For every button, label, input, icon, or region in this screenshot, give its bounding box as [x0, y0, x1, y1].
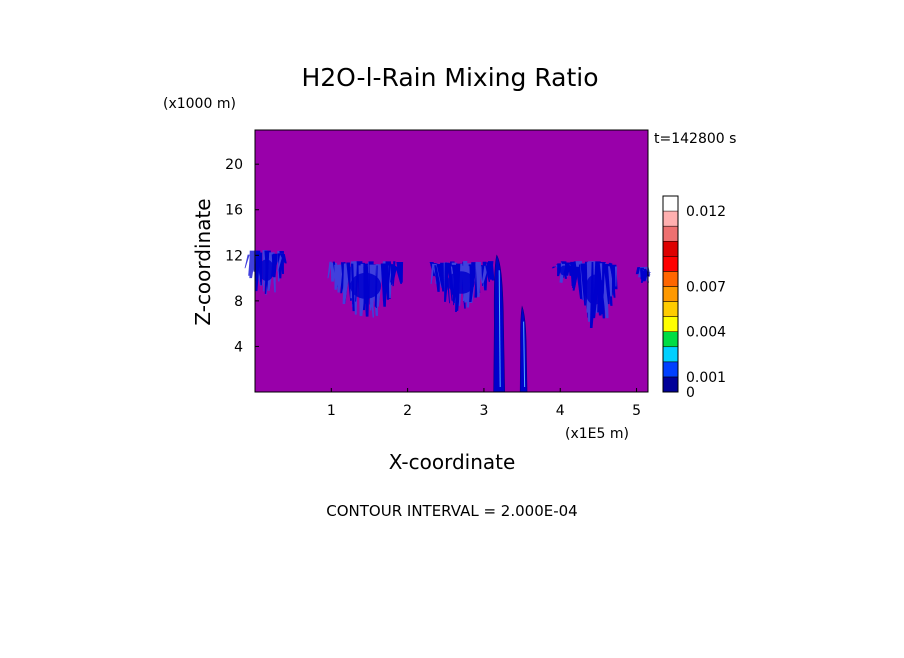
colorbar-swatch	[663, 256, 678, 271]
contour-interval-label: CONTOUR INTERVAL = 2.000E-04	[326, 502, 577, 520]
colorbar-label: 0.004	[686, 325, 726, 341]
cloud-band-6-core	[642, 270, 645, 278]
colorbar-swatch	[663, 347, 678, 362]
x-tick-labels: 1 2 3 4 5	[327, 388, 641, 419]
cloud-band-1-core	[259, 259, 274, 281]
plot-area	[245, 130, 652, 392]
colorbar-swatch	[663, 286, 678, 301]
y-tick-label: 8	[234, 294, 243, 310]
y-tick-label: 20	[225, 157, 243, 173]
cloud-band-5-core	[585, 275, 604, 305]
colorbar-label: 0.012	[686, 204, 726, 220]
y-tick-label: 12	[225, 248, 243, 264]
time-label: t=142800 s	[654, 131, 736, 147]
x-tick-label: 5	[632, 403, 641, 419]
x-tick-label: 2	[403, 403, 412, 419]
colorbar-swatch	[663, 377, 678, 392]
colorbar-swatch	[663, 302, 678, 317]
y-tick-label: 4	[234, 339, 243, 355]
cloud-band-4-core	[560, 266, 569, 276]
y-unit-label: (x1000 m)	[163, 96, 236, 112]
colorbar-label: 0.001	[686, 370, 726, 386]
colorbar-swatch	[663, 332, 678, 347]
colorbar-label: 0.007	[686, 279, 726, 295]
colorbar-labels: 00.001 0.004 0.007 0.012	[686, 204, 726, 401]
x-tick-label: 4	[556, 403, 565, 419]
colorbar	[663, 196, 678, 392]
colorbar-swatch	[663, 317, 678, 332]
field-streak	[245, 255, 250, 269]
y-tick-label: 16	[225, 203, 243, 219]
x-unit-label: (x1E5 m)	[565, 426, 629, 442]
x-axis-label: X-coordinate	[389, 450, 516, 474]
field-background	[255, 130, 648, 392]
x-tick-label: 1	[327, 403, 336, 419]
colorbar-swatch	[663, 241, 678, 256]
cloud-band-2-core	[350, 273, 381, 299]
colorbar-swatch	[663, 226, 678, 241]
colorbar-swatch	[663, 211, 678, 226]
chart-title: H2O-l-Rain Mixing Ratio	[301, 63, 598, 92]
colorbar-label: 0	[686, 385, 695, 401]
colorbar-swatch	[663, 271, 678, 286]
cloud-band-3-core	[447, 271, 474, 294]
y-axis-label: Z-coordinate	[191, 198, 215, 325]
colorbar-swatch	[663, 362, 678, 377]
x-tick-label: 3	[479, 403, 488, 419]
